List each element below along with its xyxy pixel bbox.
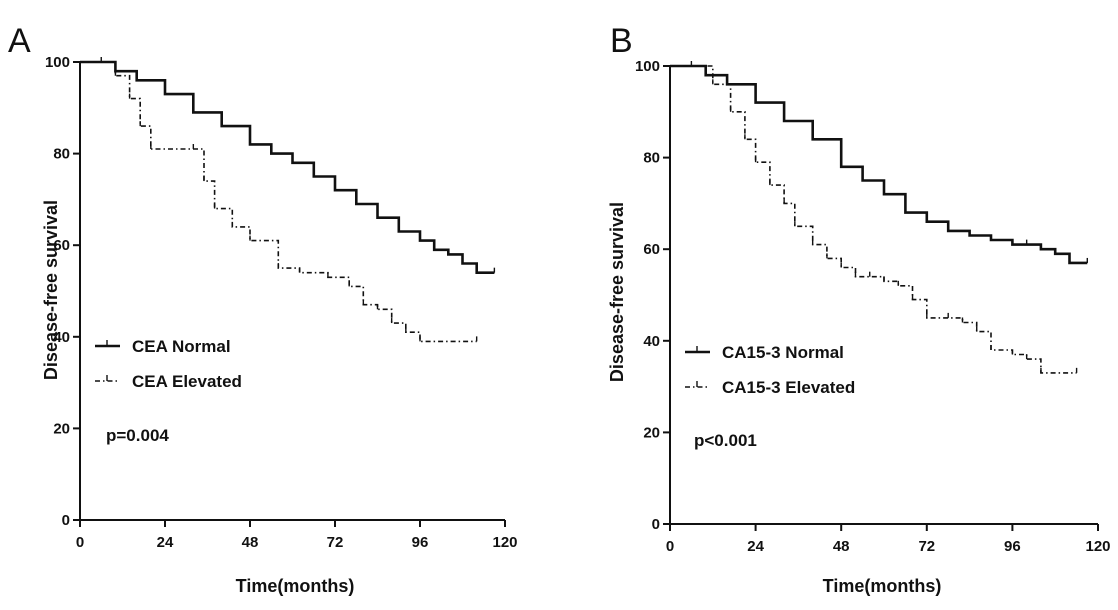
x-tick-label-b-0: 0: [666, 538, 674, 555]
y-tick-label-a-40: 40: [53, 329, 70, 346]
legend-label-b-elevated: CA15-3 Elevated: [722, 378, 855, 397]
y-tick-label-b-40: 40: [643, 333, 660, 350]
ticks-a: 0 24 48 72 96 120 0 20 40 60 80 100: [45, 54, 518, 551]
legend-label-a-normal: CEA Normal: [132, 337, 231, 356]
y-tick-label-b-80: 80: [643, 150, 660, 167]
y-tick-label-a-60: 60: [53, 237, 70, 254]
y-tick-label-b-0: 0: [652, 516, 660, 533]
y-tick-label-b-20: 20: [643, 424, 660, 441]
x-axis-title-a: Time(months): [236, 576, 355, 596]
x-tick-label-b-48: 48: [833, 538, 850, 555]
panel-label-b: B: [610, 22, 633, 60]
y-axis-title-b: Disease-free survival: [607, 202, 627, 382]
x-tick-label-a-0: 0: [76, 534, 84, 551]
x-tick-label-b-120: 120: [1085, 538, 1110, 555]
x-tick-label-b-24: 24: [747, 538, 764, 555]
p-value-b: p<0.001: [694, 431, 757, 450]
y-tick-label-b-100: 100: [635, 58, 660, 75]
survival-curve-b-elevated: [670, 65, 1077, 374]
y-tick-label-a-0: 0: [62, 512, 70, 529]
x-tick-label-a-48: 48: [242, 534, 259, 551]
y-tick-label-a-100: 100: [45, 54, 70, 71]
curves-b: [670, 61, 1089, 374]
x-tick-label-a-24: 24: [157, 534, 174, 551]
y-tick-label-a-80: 80: [53, 146, 70, 163]
y-tick-label-a-20: 20: [53, 420, 70, 437]
y-axis-title-a: Disease-free survival: [41, 200, 61, 380]
legend-label-a-elevated: CEA Elevated: [132, 372, 242, 391]
x-tick-label-a-96: 96: [412, 534, 429, 551]
x-tick-label-b-72: 72: [918, 538, 935, 555]
x-axis-title-b: Time(months): [823, 576, 942, 596]
x-tick-label-a-72: 72: [327, 534, 344, 551]
legend-b: CA15-3 Normal CA15-3 Elevated: [685, 343, 855, 397]
y-tick-label-b-60: 60: [643, 241, 660, 258]
x-tick-label-a-120: 120: [492, 534, 517, 551]
panel-label-a: A: [8, 22, 31, 60]
x-tick-label-b-96: 96: [1004, 538, 1021, 555]
legend-a: CEA Normal CEA Elevated: [95, 337, 242, 391]
p-value-a: p=0.004: [106, 426, 169, 445]
legend-label-b-normal: CA15-3 Normal: [722, 343, 844, 362]
curves-a: [80, 57, 496, 343]
survival-curve-b-normal: [670, 64, 1088, 265]
survival-curve-a-elevated: [80, 61, 477, 343]
survival-curve-a-normal: [80, 60, 495, 274]
ticks-b: 0 24 48 72 96 120 0 20 40 60 80 100: [635, 58, 1111, 555]
